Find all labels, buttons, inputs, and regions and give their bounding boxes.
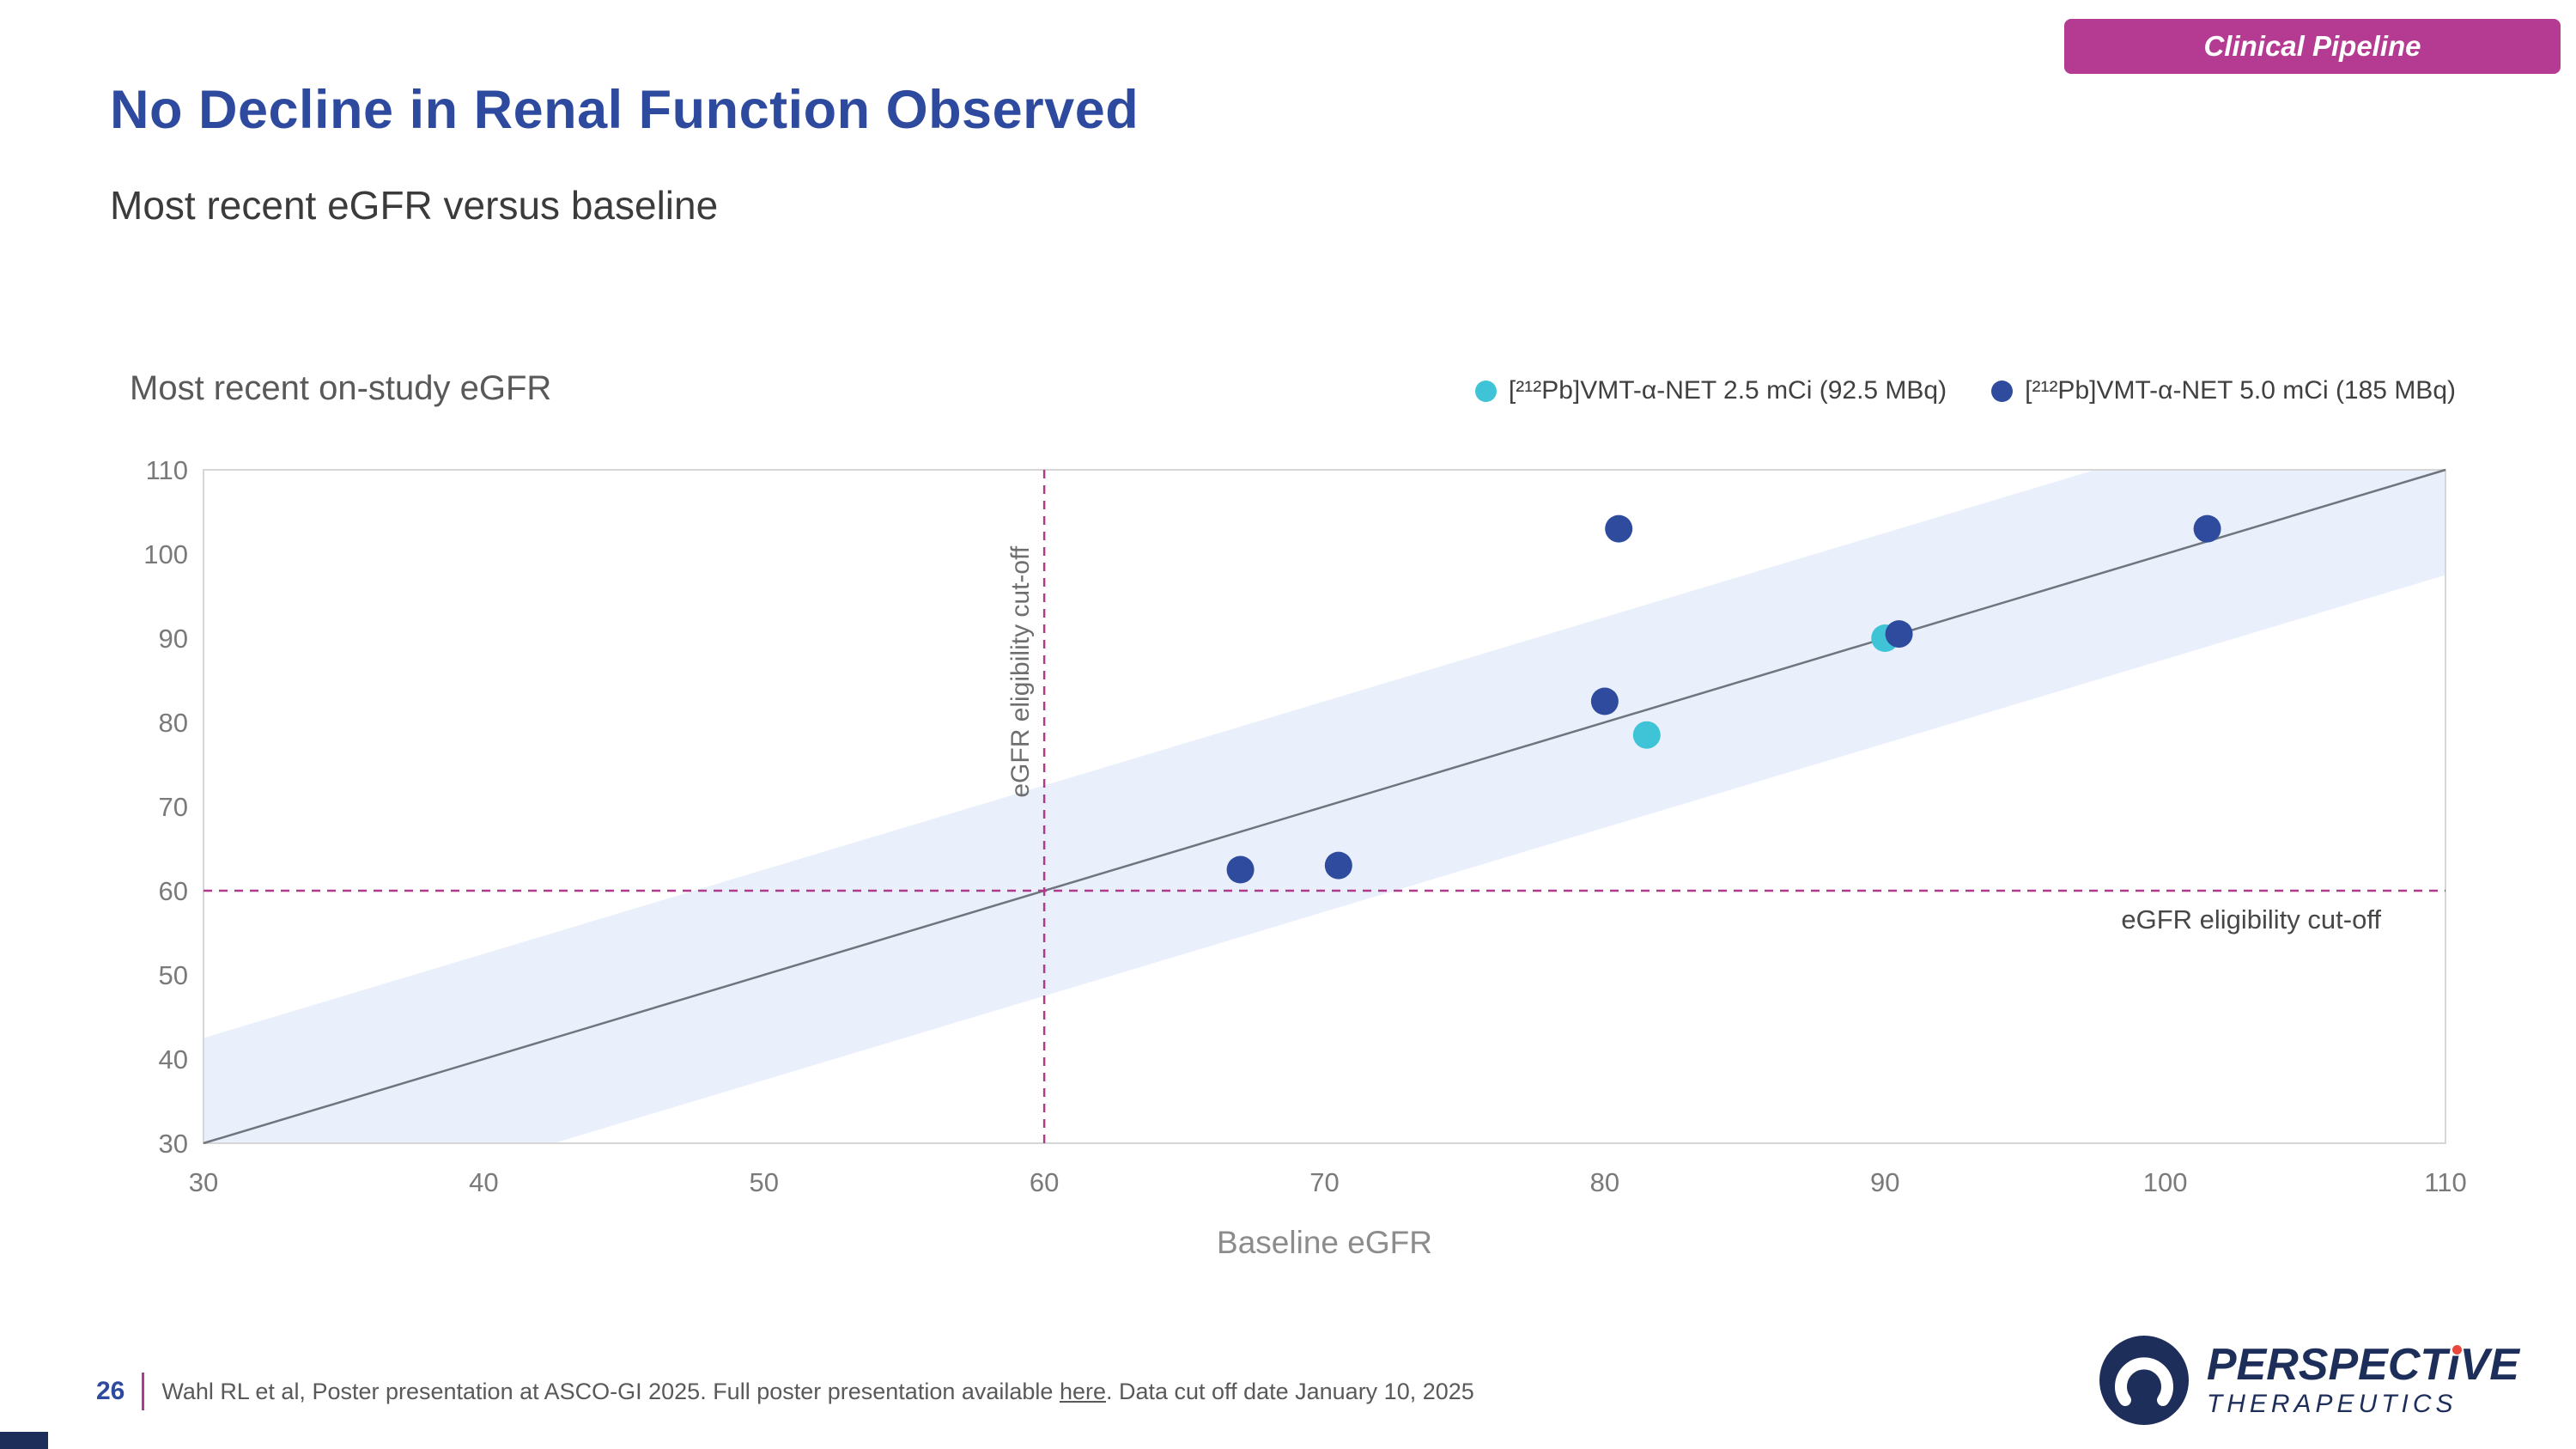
legend-dot-navy-icon: [1991, 380, 2014, 402]
footnote-text-post: . Data cut off date January 10, 2025: [1105, 1378, 1474, 1404]
y-tick-label: 80: [159, 708, 188, 738]
page-subtitle: Most recent eGFR versus baseline: [110, 183, 719, 228]
y-tick-label: 90: [159, 624, 188, 654]
bottom-accent-bar: [0, 1432, 48, 1449]
page-title: No Decline in Renal Function Observed: [110, 80, 1139, 140]
y-tick-label: 60: [159, 876, 188, 906]
y-tick-label: 110: [146, 455, 188, 485]
legend-item-5-0mci: [²¹²Pb]VMT-α-NET 5.0 mCi (185 MBq): [1991, 376, 2456, 405]
cutoff-label-horizontal: eGFR eligibility cut-off: [2121, 904, 2381, 935]
scatter-point-series-1: [1605, 514, 1633, 543]
identity-band: [204, 470, 2445, 1143]
page-number: 26: [96, 1377, 125, 1405]
footnote-link[interactable]: here: [1059, 1378, 1106, 1404]
footnote-text-pre: Wahl RL et al, Poster presentation at AS…: [161, 1378, 1060, 1404]
plot-border: [203, 469, 2446, 1144]
logo-i-dot-icon: [2451, 1344, 2462, 1355]
logo-brand-subtitle: THERAPEUTICS: [2206, 1390, 2458, 1419]
logo-brand-text: PERSPECTi VE THERAPEUTICS: [2206, 1339, 2519, 1420]
x-axis-label: Baseline eGFR: [1217, 1225, 1432, 1260]
x-tick-label: 70: [1309, 1167, 1339, 1197]
y-tick-label: 70: [159, 792, 188, 822]
y-tick-label: 30: [159, 1129, 188, 1159]
scatter-point-series-1: [1885, 620, 1913, 648]
footer-divider: [142, 1373, 145, 1410]
scatter-point-series-1: [1590, 687, 1619, 715]
footer: 26 Wahl RL et al, Poster presentation at…: [96, 1373, 1474, 1410]
chart-legend: [²¹²Pb]VMT-α-NET 2.5 mCi (92.5 MBq) [²¹²…: [1474, 376, 2456, 405]
footnote: Wahl RL et al, Poster presentation at AS…: [161, 1379, 1473, 1405]
clinical-pipeline-badge: Clinical Pipeline: [2064, 19, 2561, 74]
brand-name-pre: PERSPECT: [2206, 1339, 2448, 1390]
x-tick-label: 50: [750, 1167, 779, 1197]
legend-item-2-5mci: [²¹²Pb]VMT-α-NET 2.5 mCi (92.5 MBq): [1474, 376, 1947, 405]
y-tick-label: 50: [159, 960, 188, 990]
x-tick-label: 30: [189, 1167, 218, 1197]
chart-title: Most recent on-study eGFR: [130, 369, 552, 407]
scatter-point-series-1: [1226, 855, 1255, 884]
cutoff-label-vertical: eGFR eligibility cut-off: [1006, 545, 1035, 798]
company-logo: PERSPECTi VE THERAPEUTICS: [2097, 1333, 2519, 1428]
brand-name-i: i: [2447, 1339, 2462, 1390]
badge-label: Clinical Pipeline: [2203, 30, 2421, 62]
scatter-point-series-0: [1632, 721, 1661, 749]
logo-mark-icon: [2099, 1336, 2189, 1425]
egfr-scatter-chart: 30 40 50 60 70 80 90 100 110 30 40 50 60 70 80 90 100 110…: [143, 455, 2466, 1260]
x-tick-label: 60: [1030, 1167, 1059, 1197]
x-tick-label: 90: [1870, 1167, 1899, 1197]
legend-label: [²¹²Pb]VMT-α-NET 2.5 mCi (92.5 MBq): [1508, 376, 1947, 405]
x-tick-label: 40: [469, 1167, 498, 1197]
logo-brand-name: PERSPECTi VE: [2206, 1339, 2519, 1390]
legend-label: [²¹²Pb]VMT-α-NET 5.0 mCi (185 MBq): [2025, 376, 2456, 405]
scatter-point-series-1: [1324, 851, 1352, 880]
x-tick-label: 100: [2143, 1167, 2188, 1197]
legend-dot-cyan-icon: [1474, 380, 1497, 402]
scatter-point-series-1: [2193, 514, 2221, 543]
brand-name-post: VE: [2459, 1339, 2519, 1390]
identity-line: [203, 468, 2446, 1145]
x-tick-label: 80: [1590, 1167, 1619, 1197]
x-tick-label: 110: [2424, 1167, 2466, 1197]
y-tick-label: 40: [159, 1044, 188, 1075]
y-tick-label: 100: [143, 539, 188, 569]
